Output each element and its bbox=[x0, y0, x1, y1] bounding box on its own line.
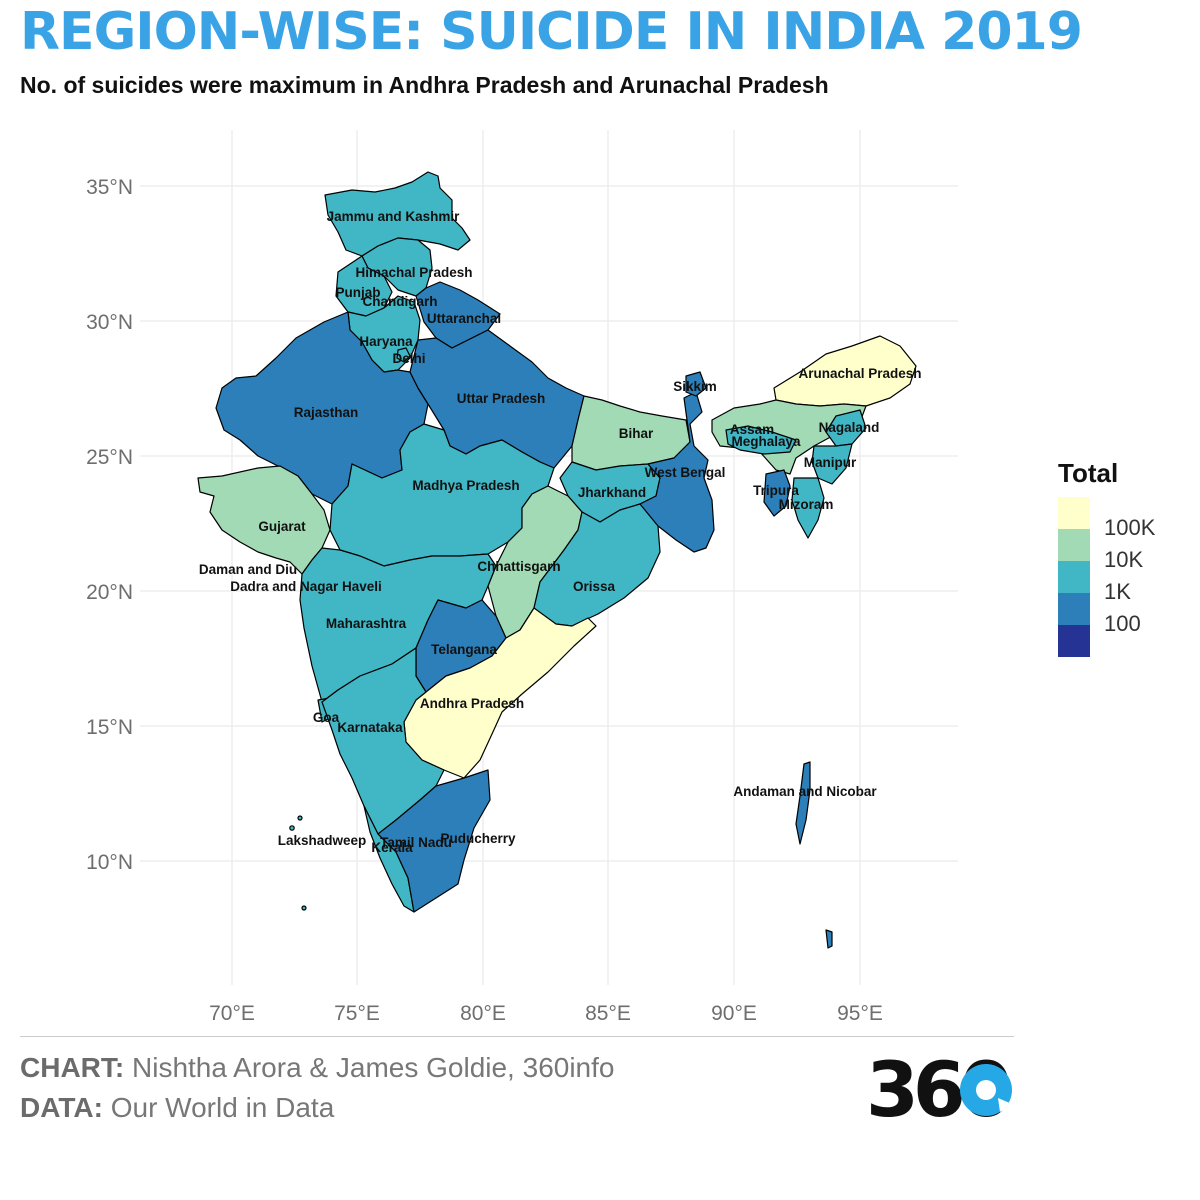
region-label: West Bengal bbox=[645, 465, 726, 480]
data-credit-label: DATA: bbox=[20, 1092, 103, 1123]
legend-swatch bbox=[1058, 561, 1090, 593]
region-label: Chhattisgarh bbox=[477, 559, 560, 574]
region-label: Uttaranchal bbox=[427, 311, 501, 326]
lat-tick-label: 30°N bbox=[86, 311, 133, 334]
region-label: Punjab bbox=[335, 285, 380, 300]
region-meghalaya bbox=[725, 425, 797, 455]
region-karnataka bbox=[321, 647, 445, 835]
region-jammu-and-kashmir bbox=[324, 171, 471, 257]
region-label: Madhya Pradesh bbox=[412, 478, 519, 493]
region-west-bengal bbox=[639, 391, 715, 553]
india-choropleth-map: 35°N 30°N 25°N 20°N 15°N 10°N 70°E 75°E … bbox=[86, 130, 958, 1025]
region-label: Tripura bbox=[753, 483, 799, 498]
region-label: Dadra and Nagar Haveli bbox=[230, 579, 382, 594]
chart-credit-text: Nishtha Arora & James Goldie, 360info bbox=[132, 1052, 615, 1083]
region-nicobar-islands bbox=[825, 929, 833, 949]
region-label: Rajasthan bbox=[294, 405, 359, 420]
region-label: Andhra Pradesh bbox=[420, 696, 524, 711]
region-label: Jharkhand bbox=[578, 485, 646, 500]
region-label: Assam bbox=[730, 422, 774, 437]
legend-title: Total bbox=[1058, 458, 1119, 488]
legend-label: 100 bbox=[1104, 611, 1141, 636]
region-label: Maharashtra bbox=[326, 616, 407, 631]
region-label: Chandigarh bbox=[362, 294, 437, 309]
page-title: REGION-WISE: SUICIDE IN INDIA 2019 bbox=[20, 2, 1083, 62]
region-label: Puducherry bbox=[440, 831, 516, 846]
lat-tick-label: 15°N bbox=[86, 716, 133, 739]
region-label: Himachal Pradesh bbox=[355, 265, 472, 280]
region-label: Karnataka bbox=[337, 720, 403, 735]
page-subtitle: No. of suicides were maximum in Andhra P… bbox=[20, 72, 829, 98]
map-legend: Total 100K 10K 1K 100 bbox=[1058, 458, 1188, 657]
region-tripura bbox=[763, 469, 791, 517]
lat-tick-label: 10°N bbox=[86, 851, 133, 874]
region-label: Sikkim bbox=[673, 379, 717, 394]
region-delhi bbox=[396, 347, 411, 363]
region-tamil-nadu bbox=[377, 769, 491, 913]
region-manipur bbox=[811, 443, 853, 485]
region-label: Bihar bbox=[619, 426, 654, 441]
region-label: Manipur bbox=[804, 455, 857, 470]
region-label: Meghalaya bbox=[731, 434, 801, 449]
region-label: Telangana bbox=[431, 642, 497, 657]
legend-color-bar bbox=[1058, 497, 1090, 657]
region-label: Arunachal Pradesh bbox=[798, 366, 921, 381]
region-mizoram bbox=[791, 477, 825, 539]
lon-tick-label: 85°E bbox=[585, 1002, 631, 1025]
footer-divider bbox=[20, 1036, 1014, 1037]
legend-swatch bbox=[1058, 497, 1090, 529]
data-credit: DATA: Our World in Data bbox=[20, 1092, 334, 1124]
region-label: Daman and Diu bbox=[199, 562, 297, 577]
region-punjab bbox=[335, 255, 393, 317]
region-uttaranchal bbox=[415, 281, 501, 349]
lon-tick-label: 95°E bbox=[837, 1002, 883, 1025]
region-label: Delhi bbox=[392, 351, 425, 366]
region-label: Andaman and Nicobar bbox=[733, 784, 877, 799]
region-label: Haryana bbox=[359, 334, 413, 349]
legend-label: 10K bbox=[1104, 547, 1144, 572]
region-label: Uttar Pradesh bbox=[457, 391, 546, 406]
region-lakshadweep bbox=[301, 905, 307, 911]
region-label: Orissa bbox=[573, 579, 616, 594]
lat-tick-label: 25°N bbox=[86, 446, 133, 469]
chart-credit-label: CHART: bbox=[20, 1052, 125, 1083]
region-label: Tamil Nadu bbox=[380, 835, 452, 850]
region-label: Gujarat bbox=[258, 519, 306, 534]
chart-credit: CHART: Nishtha Arora & James Goldie, 360… bbox=[20, 1052, 614, 1084]
lon-tick-label: 70°E bbox=[209, 1002, 255, 1025]
legend-label: 100K bbox=[1104, 515, 1156, 540]
lat-tick-label: 35°N bbox=[86, 176, 133, 199]
region-label: Jammu and Kashmir bbox=[327, 209, 461, 224]
region-label: Kerala bbox=[371, 840, 413, 855]
legend-swatch bbox=[1058, 529, 1090, 561]
region-uttar-pradesh bbox=[409, 329, 585, 469]
region-lakshadweep bbox=[297, 815, 303, 821]
legend-label: 1K bbox=[1104, 579, 1131, 604]
region-lakshadweep bbox=[289, 825, 295, 831]
360info-logo: 360 bbox=[866, 1048, 1016, 1128]
lon-tick-label: 90°E bbox=[711, 1002, 757, 1025]
lon-tick-label: 75°E bbox=[334, 1002, 380, 1025]
region-andhra-pradesh bbox=[403, 607, 597, 779]
region-label: Mizoram bbox=[779, 497, 834, 512]
legend-swatch bbox=[1058, 625, 1090, 657]
lat-tick-label: 20°N bbox=[86, 581, 133, 604]
region-andaman-and-nicobar bbox=[795, 761, 811, 845]
region-label: Goa bbox=[313, 710, 340, 725]
lon-tick-label: 80°E bbox=[460, 1002, 506, 1025]
region-label: Lakshadweep bbox=[278, 833, 367, 848]
region-sikkim bbox=[685, 371, 707, 397]
data-credit-text: Our World in Data bbox=[110, 1092, 335, 1123]
region-label: Nagaland bbox=[819, 420, 880, 435]
legend-swatch bbox=[1058, 593, 1090, 625]
